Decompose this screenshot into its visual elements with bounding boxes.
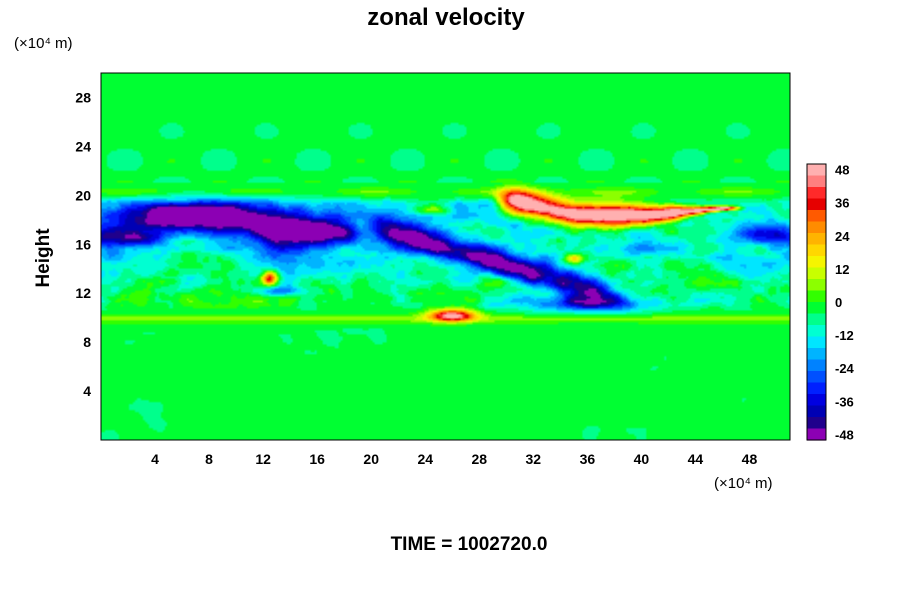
colorbar-segment-0 <box>807 164 826 177</box>
y-tick-label-1: 8 <box>83 334 91 350</box>
colorbar-tick-label-6: -24 <box>835 361 855 376</box>
colorbar-segment-22 <box>807 417 826 430</box>
x-tick-label-5: 24 <box>417 451 433 467</box>
y-tick-label-5: 24 <box>75 138 91 154</box>
colorbar-tick-label-0: 48 <box>835 163 849 178</box>
colorbar-segment-17 <box>807 359 826 372</box>
x-tick-label-4: 20 <box>363 451 379 467</box>
colorbar-segment-12 <box>807 302 826 315</box>
colorbar-segment-1 <box>807 175 826 188</box>
x-tick-label-2: 12 <box>255 451 271 467</box>
colorbar-tick-label-8: -48 <box>835 427 854 442</box>
colorbar-segment-18 <box>807 371 826 384</box>
colorbar-segment-14 <box>807 325 826 338</box>
x-tick-label-8: 36 <box>580 451 596 467</box>
heatmap-image <box>101 73 790 440</box>
colorbar-tick-label-1: 36 <box>835 196 849 211</box>
colorbar-tick-label-3: 12 <box>835 262 849 277</box>
y-tick-label-3: 16 <box>75 236 91 252</box>
colorbar-segment-2 <box>807 187 826 200</box>
colorbar-segment-13 <box>807 313 826 326</box>
x-tick-label-10: 44 <box>688 451 704 467</box>
colorbar: 48 36 24 12 0 -12 -24 -36 -48 <box>806 163 855 442</box>
x-tick-label-11: 48 <box>742 451 758 467</box>
x-tick-label-7: 32 <box>526 451 542 467</box>
colorbar-segment-8 <box>807 256 826 269</box>
colorbar-tick-label-2: 24 <box>835 229 850 244</box>
y-tick-label-2: 12 <box>75 285 91 301</box>
x-unit-label: (×10⁴ m) <box>714 475 773 492</box>
x-tick-label-3: 16 <box>309 451 325 467</box>
y-axis-label: Height <box>33 228 54 288</box>
x-tick-label-9: 40 <box>634 451 650 467</box>
x-tick-label-1: 8 <box>205 451 213 467</box>
y-unit-label: (×10⁴ m) <box>14 35 73 52</box>
colorbar-segment-9 <box>807 267 826 280</box>
colorbar-segment-4 <box>807 210 826 223</box>
colorbar-segment-15 <box>807 336 826 349</box>
y-tick-label-6: 28 <box>75 89 91 105</box>
plot-area <box>100 72 791 441</box>
colorbar-segment-16 <box>807 348 826 361</box>
x-axis-ticks: 4 8 12 16 20 24 28 32 36 40 44 48 <box>151 451 757 467</box>
colorbar-segment-19 <box>807 382 826 395</box>
colorbar-frame <box>806 163 827 441</box>
x-tick-label-0: 4 <box>151 451 159 467</box>
colorbar-tick-label-5: -12 <box>835 328 854 343</box>
colorbar-segment-6 <box>807 233 826 246</box>
time-label: TIME = 1002720.0 <box>391 534 548 555</box>
colorbar-segment-3 <box>807 198 826 211</box>
plot-frame <box>100 72 791 441</box>
colorbar-segment-7 <box>807 244 826 257</box>
colorbar-tick-label-4: 0 <box>835 295 842 310</box>
x-tick-label-6: 28 <box>471 451 487 467</box>
colorbar-segment-23 <box>807 428 826 441</box>
y-tick-label-4: 20 <box>75 187 91 203</box>
colorbar-segment-21 <box>807 405 826 418</box>
chart-title: zonal velocity <box>367 4 525 31</box>
y-axis-ticks: 4 8 12 16 20 24 28 <box>75 89 91 399</box>
y-tick-label-0: 4 <box>83 383 91 399</box>
colorbar-segment-10 <box>807 279 826 292</box>
colorbar-segment-11 <box>807 290 826 303</box>
colorbar-segment-20 <box>807 394 826 407</box>
colorbar-tick-label-7: -36 <box>835 394 854 409</box>
colorbar-segment-5 <box>807 221 826 234</box>
